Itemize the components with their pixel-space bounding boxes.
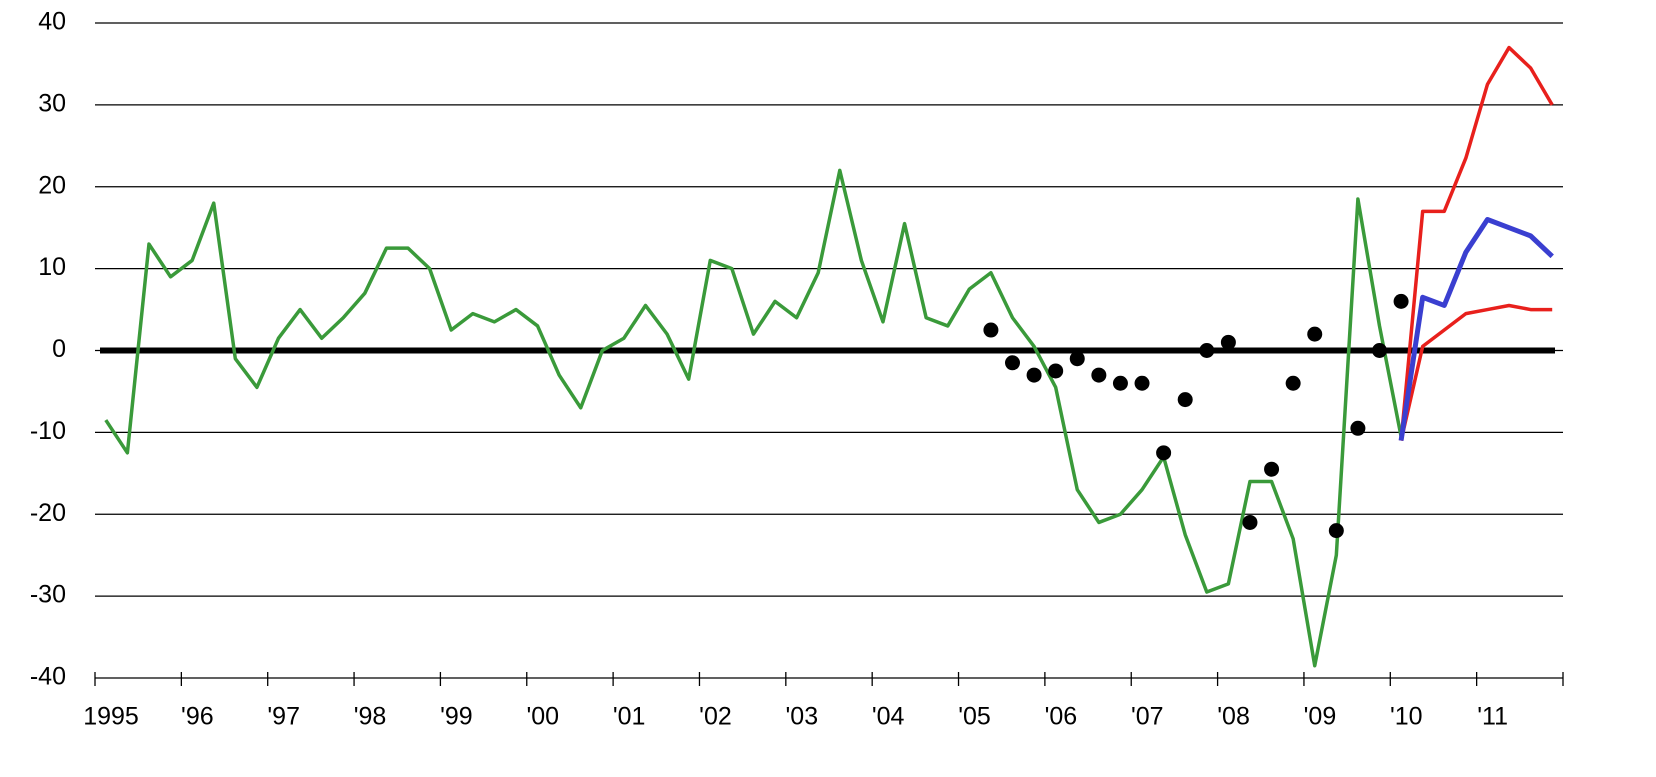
x-tick-label: '02 [699,703,732,731]
data-point [1134,375,1150,391]
y-tick-label: 0 [52,335,66,363]
x-tick-label: '10 [1390,703,1423,731]
y-tick-label: -40 [30,663,66,691]
x-tick-label: '96 [181,703,214,731]
x-tick-label: '11 [1477,703,1508,731]
data-point [1048,363,1064,379]
data-point [1285,375,1301,391]
x-tick-label: '07 [1131,703,1164,731]
data-point [1350,420,1366,436]
series-line [1399,45,1554,441]
x-tick-label: '06 [1045,703,1078,731]
data-point [1328,523,1344,539]
data-point [983,322,999,338]
x-tick-label: '08 [1217,703,1250,731]
data-point [1199,343,1215,358]
data-point [1091,367,1107,383]
data-point [1156,445,1172,461]
y-tick-label: 20 [38,171,66,199]
x-tick-label: '00 [526,703,559,731]
data-point [1242,514,1258,530]
data-point [1026,367,1042,383]
y-tick-label: 30 [38,89,66,117]
x-tick-label: '01 [613,703,646,731]
data-point [1220,334,1236,350]
x-tick-label: '09 [1304,703,1337,731]
data-point [1069,351,1085,367]
series-line [104,168,1403,668]
x-tick-label: '99 [440,703,473,731]
y-tick-label: 10 [38,253,66,281]
data-point [1393,293,1409,309]
x-tick-label: '04 [872,703,905,731]
data-point [1372,343,1387,358]
data-point [1005,355,1020,371]
x-tick-label: 1995 [83,703,139,731]
x-tick-label: '05 [958,703,991,731]
data-point [1177,392,1193,408]
y-tick-label: -20 [30,499,66,527]
series-line [1398,217,1554,441]
x-tick-label: '98 [354,703,387,731]
data-point [1264,461,1280,477]
x-tick-label: '97 [267,703,300,731]
y-tick-label: 40 [38,8,66,36]
y-tick-label: -10 [30,417,66,445]
y-tick-label: -30 [30,581,66,609]
data-point [1307,326,1323,342]
series-line [1399,303,1553,441]
data-point [1112,375,1128,391]
x-tick-label: '03 [786,703,819,731]
